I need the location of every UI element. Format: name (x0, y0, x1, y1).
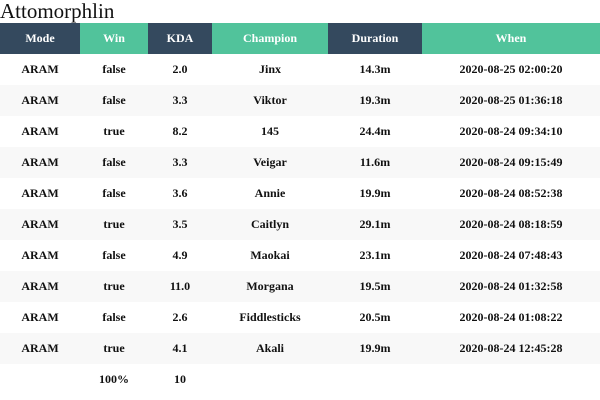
table-footer: 100% 10 (0, 364, 600, 395)
cell-kda: 3.5 (148, 209, 212, 240)
cell-when: 2020-08-24 09:34:10 (422, 116, 600, 147)
table-row: ARAM true 11.0 Morgana 19.5m 2020-08-24 01:32… (0, 271, 600, 302)
cell-win: true (80, 271, 148, 302)
cell-mode: ARAM (0, 85, 80, 116)
cell-duration: 29.1m (328, 209, 422, 240)
column-header-champion: Champion (212, 23, 328, 54)
column-header-mode: Mode (0, 23, 80, 54)
cell-duration: 11.6m (328, 147, 422, 178)
table-row: ARAM false 2.0 Jinx 14.3m 2020-08-25 02:00:20 (0, 54, 600, 85)
cell-mode: ARAM (0, 147, 80, 178)
cell-kda: 8.2 (148, 116, 212, 147)
column-header-when: When (422, 23, 600, 54)
cell-duration: 23.1m (328, 240, 422, 271)
cell-when: 2020-08-24 01:08:22 (422, 302, 600, 333)
summary-mode (0, 364, 80, 395)
cell-win: true (80, 116, 148, 147)
table-row: ARAM false 3.3 Veigar 11.6m 2020-08-24 09:15:… (0, 147, 600, 178)
cell-when: 2020-08-24 09:15:49 (422, 147, 600, 178)
summary-duration (328, 364, 422, 395)
cell-mode: ARAM (0, 240, 80, 271)
cell-mode: ARAM (0, 54, 80, 85)
cell-win: false (80, 54, 148, 85)
cell-duration: 19.3m (328, 85, 422, 116)
cell-kda: 4.1 (148, 333, 212, 364)
cell-mode: ARAM (0, 178, 80, 209)
cell-when: 2020-08-24 08:18:59 (422, 209, 600, 240)
cell-champion: Annie (212, 178, 328, 209)
cell-champion: 145 (212, 116, 328, 147)
cell-win: false (80, 178, 148, 209)
cell-champion: Maokai (212, 240, 328, 271)
header-row: Mode Win KDA Champion Duration When (0, 23, 600, 54)
cell-win: false (80, 85, 148, 116)
cell-duration: 24.4m (328, 116, 422, 147)
cell-mode: ARAM (0, 116, 80, 147)
cell-kda: 3.3 (148, 147, 212, 178)
cell-when: 2020-08-24 01:32:58 (422, 271, 600, 302)
table-row: ARAM false 3.3 Viktor 19.3m 2020-08-25 01:36:… (0, 85, 600, 116)
cell-kda: 11.0 (148, 271, 212, 302)
cell-mode: ARAM (0, 302, 80, 333)
cell-when: 2020-08-24 12:45:28 (422, 333, 600, 364)
cell-duration: 20.5m (328, 302, 422, 333)
column-header-kda: KDA (148, 23, 212, 54)
table-row: ARAM true 3.5 Caitlyn 29.1m 2020-08-24 08:18:… (0, 209, 600, 240)
cell-kda: 4.9 (148, 240, 212, 271)
summary-kda: 10 (148, 364, 212, 395)
column-header-win: Win (80, 23, 148, 54)
cell-win: false (80, 302, 148, 333)
cell-duration: 14.3m (328, 54, 422, 85)
summary-when (422, 364, 600, 395)
cell-duration: 19.9m (328, 178, 422, 209)
cell-duration: 19.5m (328, 271, 422, 302)
cell-win: true (80, 333, 148, 364)
column-header-duration: Duration (328, 23, 422, 54)
cell-win: true (80, 209, 148, 240)
cell-when: 2020-08-24 08:52:38 (422, 178, 600, 209)
summary-row: 100% 10 (0, 364, 600, 395)
cell-kda: 3.3 (148, 85, 212, 116)
cell-kda: 3.6 (148, 178, 212, 209)
table-row: ARAM true 4.1 Akali 19.9m 2020-08-24 12:45:28 (0, 333, 600, 364)
cell-win: false (80, 240, 148, 271)
cell-mode: ARAM (0, 333, 80, 364)
page-title: Attomorphlin (0, 0, 115, 23)
match-history-table: Mode Win KDA Champion Duration When ARAM false… (0, 23, 600, 395)
cell-champion: Veigar (212, 147, 328, 178)
cell-mode: ARAM (0, 209, 80, 240)
cell-champion: Morgana (212, 271, 328, 302)
cell-mode: ARAM (0, 271, 80, 302)
table-body: ARAM false 2.0 Jinx 14.3m 2020-08-25 02:00:20… (0, 54, 600, 364)
summary-win-rate: 100% (80, 364, 148, 395)
table-row: ARAM true 8.2 145 24.4m 2020-08-24 09:34:10 (0, 116, 600, 147)
cell-kda: 2.6 (148, 302, 212, 333)
table-header: Mode Win KDA Champion Duration When (0, 23, 600, 54)
cell-champion: Fiddlesticks (212, 302, 328, 333)
cell-champion: Akali (212, 333, 328, 364)
table-row: ARAM false 4.9 Maokai 23.1m 2020-08-24 07:48:… (0, 240, 600, 271)
cell-duration: 19.9m (328, 333, 422, 364)
table-row: ARAM false 2.6 Fiddlesticks 20.5m 2020-08-24 … (0, 302, 600, 333)
cell-win: false (80, 147, 148, 178)
cell-champion: Viktor (212, 85, 328, 116)
table-row: ARAM false 3.6 Annie 19.9m 2020-08-24 08:52:3… (0, 178, 600, 209)
cell-champion: Caitlyn (212, 209, 328, 240)
cell-kda: 2.0 (148, 54, 212, 85)
cell-when: 2020-08-24 07:48:43 (422, 240, 600, 271)
summary-champion (212, 364, 328, 395)
cell-when: 2020-08-25 02:00:20 (422, 54, 600, 85)
cell-when: 2020-08-25 01:36:18 (422, 85, 600, 116)
cell-champion: Jinx (212, 54, 328, 85)
